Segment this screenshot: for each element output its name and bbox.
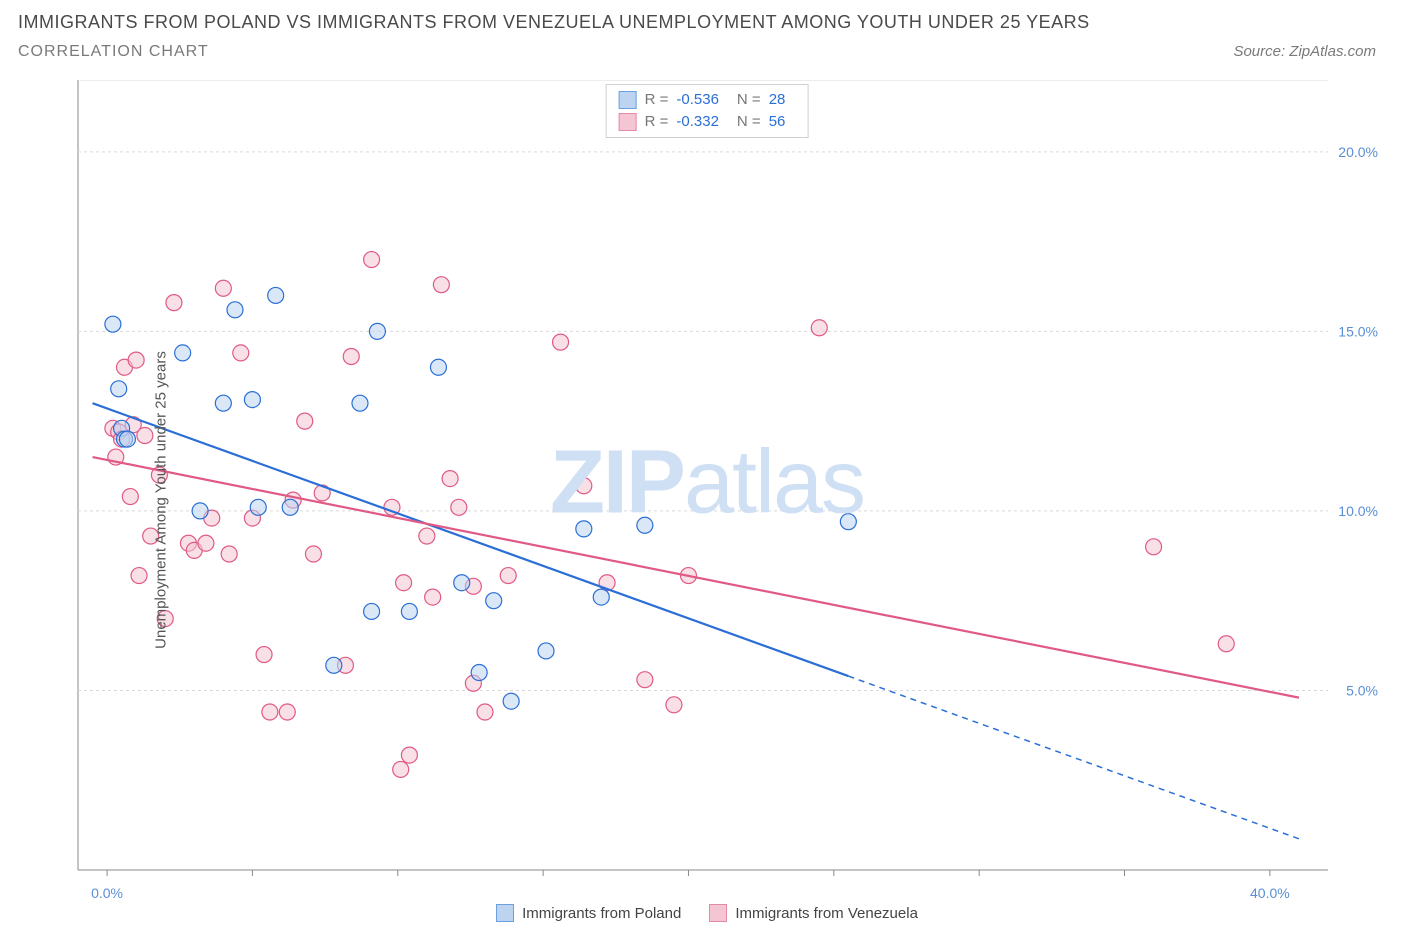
chart-subtitle: CORRELATION CHART [18, 43, 209, 61]
svg-text:20.0%: 20.0% [1338, 144, 1378, 160]
svg-text:5.0%: 5.0% [1346, 682, 1378, 698]
title-block: IMMIGRANTS FROM POLAND VS IMMIGRANTS FRO… [0, 0, 1406, 61]
legend-item-poland: Immigrants from Poland [496, 904, 681, 922]
scatter-chart: 5.0% 10.0% 15.0% 20.0% 0.0% 40.0% [18, 80, 1396, 920]
stats-row-poland: R = -0.536 N = 28 [619, 89, 796, 111]
chart-title: IMMIGRANTS FROM POLAND VS IMMIGRANTS FRO… [18, 12, 1388, 33]
svg-text:10.0%: 10.0% [1338, 503, 1378, 519]
legend-swatch-venezuela [709, 904, 727, 922]
y-axis-label: Unemployment Among Youth under 25 years [152, 351, 169, 649]
svg-text:40.0%: 40.0% [1250, 885, 1290, 901]
swatch-venezuela [619, 113, 637, 131]
legend-swatch-poland [496, 904, 514, 922]
stats-legend-box: R = -0.536 N = 28 R = -0.332 N = 56 [606, 84, 809, 138]
svg-text:0.0%: 0.0% [91, 885, 123, 901]
chart-area: Unemployment Among Youth under 25 years … [18, 80, 1396, 920]
swatch-poland [619, 91, 637, 109]
bottom-legend: Immigrants from Poland Immigrants from V… [18, 904, 1396, 922]
legend-item-venezuela: Immigrants from Venezuela [709, 904, 918, 922]
source-label: Source: ZipAtlas.com [1233, 43, 1388, 60]
stats-row-venezuela: R = -0.332 N = 56 [619, 111, 796, 133]
svg-text:15.0%: 15.0% [1338, 323, 1378, 339]
